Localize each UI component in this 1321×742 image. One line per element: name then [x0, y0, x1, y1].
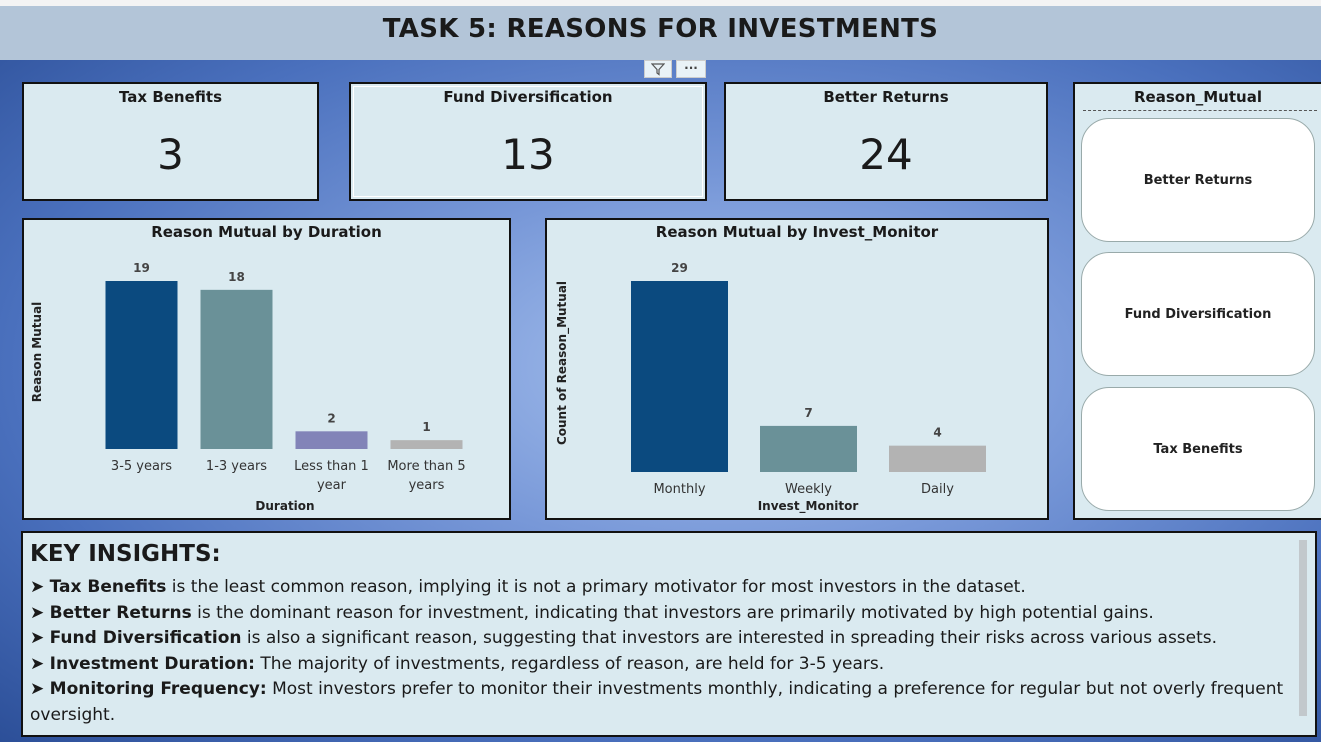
bar — [200, 289, 273, 449]
card-tax-benefits[interactable]: Tax Benefits 3 — [22, 82, 319, 201]
data-label: 2 — [327, 411, 335, 425]
report-header: TASK 5: REASONS FOR INVESTMENTS — [0, 6, 1321, 60]
card-value: 13 — [501, 130, 555, 179]
insights-list: ➤ Tax Benefits is the least common reaso… — [30, 575, 1290, 728]
bar — [105, 281, 178, 449]
x-tick-label: More than 5 — [387, 459, 465, 474]
card-label: Tax Benefits — [119, 88, 222, 106]
bullet-arrow-icon: ➤ — [30, 577, 50, 597]
slicer-option-fund-diversification[interactable]: Fund Diversification — [1081, 252, 1315, 376]
x-tick-label: Daily — [921, 482, 954, 497]
card-label: Better Returns — [823, 88, 949, 106]
insight-text: is the least common reason, implying it … — [166, 577, 1026, 597]
chart-duration-panel[interactable]: Reason Mutual by Duration 19 3-5 years 18 1… — [22, 218, 511, 520]
bullet-arrow-icon: ➤ — [30, 602, 50, 623]
insight-text: is the dominant reason for investment, i… — [191, 602, 1154, 623]
insight-text: is also a significant reason, suggesting… — [241, 628, 1218, 648]
insight-keyword: Tax Benefits — [49, 577, 167, 597]
chart-duration: 19 3-5 years 18 1-3 years 2 Less than 1 year 1 M… — [30, 261, 466, 513]
bullet-arrow-icon: ➤ — [30, 653, 50, 674]
chart-invest-monitor: 29 Monthly 7 Weekly 4 Daily Invest_Monitor Coun… — [555, 261, 986, 514]
data-label: 18 — [228, 270, 245, 284]
slicer-option-tax-benefits[interactable]: Tax Benefits — [1081, 387, 1315, 511]
insight-keyword: Monitoring Frequency: — [49, 679, 267, 699]
insight-keyword: Fund Diversification — [49, 628, 242, 648]
insight-text: The majority of investments, regardless … — [254, 653, 885, 674]
insight-keyword: Better Returns — [49, 602, 192, 623]
x-axis-title: Invest_Monitor — [758, 499, 859, 514]
card-fund-diversification[interactable]: Fund Diversification 13 — [349, 82, 707, 201]
y-axis-title: Count of Reason_Mutual — [555, 281, 570, 445]
bar — [390, 440, 463, 449]
insight-item: ➤ Investment Duration: The majority of i… — [30, 652, 1290, 678]
insights-heading: KEY INSIGHTS: — [30, 541, 221, 567]
data-label: 7 — [804, 406, 812, 420]
x-tick-label: Weekly — [785, 482, 832, 497]
card-value: 24 — [859, 130, 913, 179]
insight-item: ➤ Better Returns is the dominant reason … — [30, 601, 1290, 627]
slicer-divider — [1083, 110, 1317, 111]
insight-text: Most investors prefer to monitor their i… — [30, 679, 1284, 725]
data-label: 4 — [933, 426, 941, 440]
bar — [889, 445, 986, 472]
bullet-arrow-icon: ➤ — [30, 679, 50, 699]
insight-item: ➤ Tax Benefits is the least common reaso… — [30, 575, 1290, 601]
insights-scrollbar[interactable] — [1299, 540, 1307, 716]
data-label: 1 — [422, 420, 430, 434]
filter-icon[interactable] — [644, 60, 672, 78]
more-options-icon[interactable]: ··· — [676, 60, 706, 78]
x-axis-title: Duration — [255, 499, 314, 513]
slicer-title: Reason_Mutual — [1134, 88, 1262, 106]
chart-title: Reason Mutual by Duration — [151, 223, 382, 241]
bar — [295, 431, 368, 449]
card-better-returns[interactable]: Better Returns 24 — [724, 82, 1048, 201]
insight-keyword: Investment Duration: — [49, 653, 255, 674]
chart-title: Reason Mutual by Invest_Monitor — [655, 223, 939, 241]
bar — [631, 281, 728, 472]
page-title: TASK 5: REASONS FOR INVESTMENTS — [382, 14, 939, 44]
key-insights-panel: KEY INSIGHTS: ➤ Tax Benefits is the leas… — [21, 531, 1317, 737]
slicer-option-better-returns[interactable]: Better Returns — [1081, 118, 1315, 242]
x-tick-label: 1-3 years — [206, 459, 267, 474]
card-label: Fund Diversification — [443, 88, 613, 106]
x-tick-label: Monthly — [653, 482, 705, 497]
x-tick-label: years — [409, 478, 445, 493]
x-tick-label: 3-5 years — [111, 459, 172, 474]
x-tick-label: Less than 1 — [294, 459, 369, 474]
insight-item: ➤ Monitoring Frequency: Most investors p… — [30, 677, 1290, 728]
card-value: 3 — [157, 130, 184, 179]
data-label: 29 — [671, 261, 688, 275]
data-label: 19 — [133, 261, 150, 275]
x-tick-label: year — [317, 478, 347, 493]
bar — [760, 425, 857, 472]
insight-item: ➤ Fund Diversification is also a signifi… — [30, 626, 1290, 652]
reason-mutual-slicer: Reason_Mutual Better Returns Fund Divers… — [1073, 82, 1321, 520]
chart-invest-monitor-panel[interactable]: Reason Mutual by Invest_Monitor 29 Monthl… — [545, 218, 1049, 520]
y-axis-title: Reason Mutual — [30, 302, 44, 403]
bullet-arrow-icon: ➤ — [30, 628, 50, 648]
